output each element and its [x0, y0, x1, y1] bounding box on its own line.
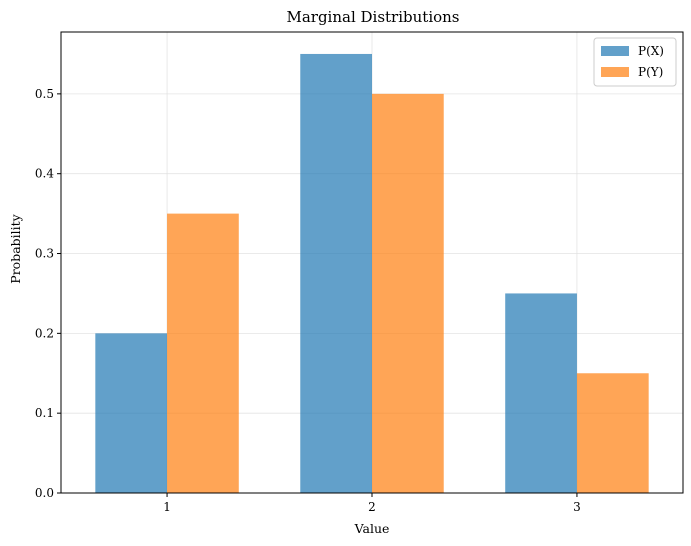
bar-py-1 [167, 213, 239, 493]
bar-px-1 [95, 333, 168, 493]
legend-label: P(Y) [638, 65, 663, 79]
y-tick-label: 0.0 [35, 486, 54, 500]
y-tick-label: 0.2 [35, 326, 54, 340]
bar-py-3 [576, 373, 649, 493]
x-tick-label: 1 [163, 500, 171, 514]
legend-swatch [601, 67, 629, 77]
x-axis-label: Value [354, 521, 390, 536]
y-tick-label: 0.1 [35, 406, 54, 420]
x-axis-ticks: 1 2 3 [163, 493, 581, 514]
legend-swatch [601, 46, 629, 56]
bar-py-2 [372, 93, 444, 494]
y-tick-label: 0.4 [35, 167, 54, 181]
legend-label: P(X) [638, 44, 664, 58]
y-axis-ticks: 0.0 0.1 0.2 0.3 0.4 0.5 [35, 87, 61, 500]
y-tick-label: 0.3 [35, 247, 54, 261]
y-axis-label: Probability [8, 213, 23, 283]
x-tick-label: 3 [573, 500, 581, 514]
bar-px-3 [505, 293, 577, 493]
bars-group [95, 53, 649, 494]
bar-px-2 [300, 53, 372, 493]
chart-title: Marginal Distributions [286, 8, 459, 26]
x-tick-label: 2 [368, 500, 376, 514]
y-tick-label: 0.5 [35, 87, 54, 101]
legend: P(X) P(Y) [593, 37, 677, 87]
